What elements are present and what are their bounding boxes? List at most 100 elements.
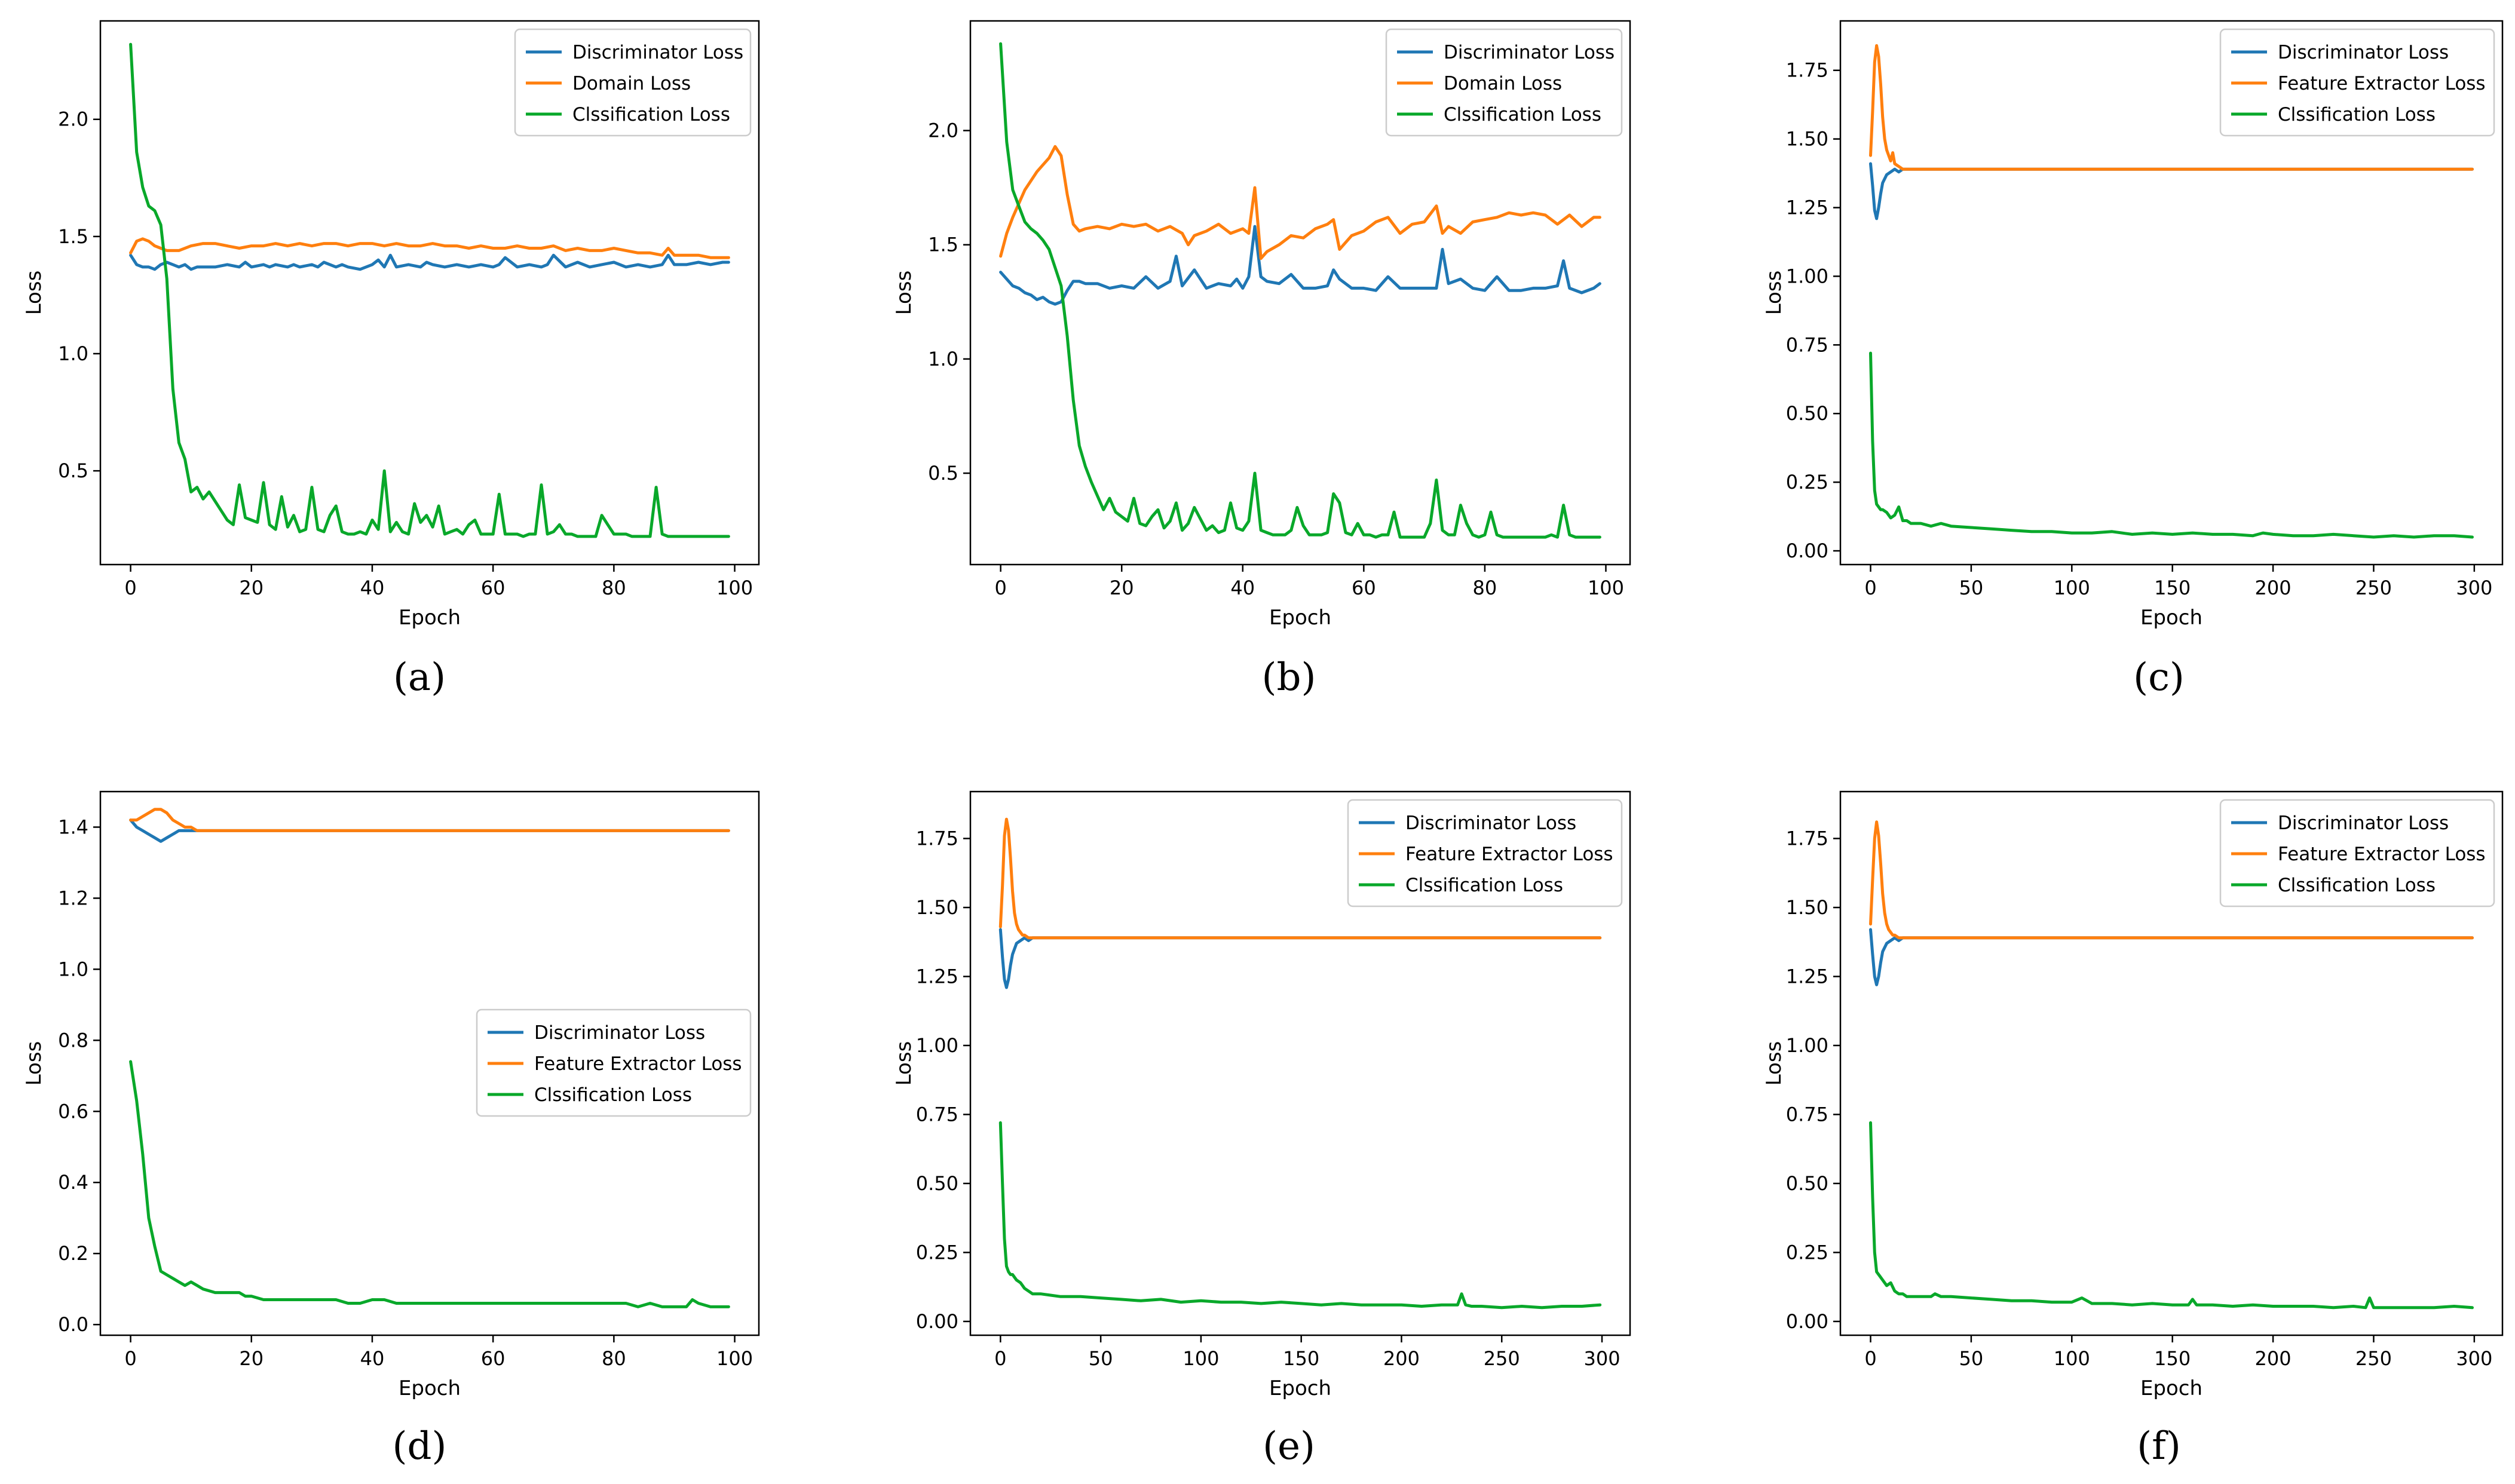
x-tick-label: 80 (602, 1347, 626, 1370)
legend: Discriminator Loss Domain Loss Clssificati… (514, 28, 752, 137)
y-tick-label: 1.50 (1786, 896, 1828, 919)
x-tick-label: 200 (2255, 1347, 2292, 1370)
y-tick-label: 1.75 (1786, 59, 1828, 82)
series-line-clssification-loss (1869, 1121, 2474, 1310)
panel-a: 0 20 40 60 80 100 0.5 1.0 1.5 2.0 Epoch Loss Discrim… (22, 20, 760, 630)
y-tick-label: 0.75 (916, 1103, 958, 1126)
legend-label-feature-extractor-loss: Feature Extractor Loss (2278, 844, 2486, 865)
series-line-clssification-loss (998, 1121, 1602, 1310)
x-tick-label: 100 (716, 577, 753, 599)
x-tick-label: 300 (2456, 577, 2492, 599)
y-tick-label: 1.5 (58, 225, 88, 248)
series-line-feature-extractor-loss (1869, 44, 2474, 171)
x-tick-label: 0 (124, 1347, 136, 1370)
x-tick-label: 0 (994, 1347, 1006, 1370)
y-tick-label: 0.25 (916, 1241, 958, 1264)
x-axis-label: Epoch (1269, 606, 1331, 630)
x-axis-label: Epoch (2140, 606, 2202, 630)
caption-c: (c) (2133, 655, 2185, 700)
x-tick-label: 250 (2355, 577, 2392, 599)
x-axis-label: Epoch (2140, 1376, 2202, 1400)
x-tick-label: 100 (2054, 577, 2090, 599)
x-axis-label: Epoch (399, 1376, 461, 1400)
caption-e: (e) (1263, 1424, 1315, 1468)
x-tick-label: 100 (716, 1347, 753, 1370)
y-tick-label: 1.0 (58, 958, 88, 980)
legend-label-clssification-loss: Clssification Loss (534, 1084, 692, 1106)
y-tick-label: 1.0 (58, 342, 88, 365)
x-tick-label: 40 (360, 577, 385, 599)
series-line-feature-extractor-loss (998, 817, 1602, 940)
plot-frame (1839, 20, 2504, 566)
plot-frame (969, 20, 1631, 566)
x-tick-label: 0 (1864, 1347, 1876, 1370)
x-tick-label: 100 (1588, 577, 1624, 599)
series-line-feature-extractor-loss (1869, 820, 2474, 940)
x-tick-label: 50 (1959, 1347, 1984, 1370)
x-tick-label: 300 (2456, 1347, 2492, 1370)
y-tick-label: 1.25 (916, 965, 958, 988)
legend-label-discriminator-loss: Discriminator Loss (1405, 812, 1576, 834)
y-tick-label: 1.00 (916, 1034, 958, 1057)
x-tick-label: 40 (1230, 577, 1255, 599)
x-tick-label: 60 (481, 1347, 506, 1370)
legend-box (2219, 28, 2495, 137)
y-tick-label: 0.50 (1786, 1172, 1828, 1195)
y-tick-label: 0.2 (58, 1242, 88, 1265)
y-tick-label: 0.5 (58, 459, 88, 482)
x-tick-label: 80 (602, 577, 626, 599)
x-tick-label: 250 (2355, 1347, 2392, 1370)
panel-b: 0 20 40 60 80 100 0.5 1.0 1.5 2.0 Epoch Loss Discrim… (892, 20, 1631, 630)
y-axis-label: Loss (1762, 1041, 1786, 1086)
legend-label-discriminator-loss: Discriminator Loss (2278, 812, 2449, 834)
legend-box (1347, 799, 1623, 907)
legend-box (514, 28, 752, 137)
legend-label-domain-loss: Domain Loss (1444, 73, 1562, 94)
y-axis-label: Loss (22, 1041, 46, 1086)
legend-label-domain-loss: Domain Loss (572, 73, 691, 94)
caption-a: (a) (393, 655, 446, 700)
y-tick-label: 1.5 (928, 234, 958, 256)
series-line-domain-loss (999, 145, 1601, 260)
legend-box (1385, 28, 1623, 137)
y-tick-label: 1.2 (58, 887, 88, 909)
y-tick-label: 1.75 (916, 827, 958, 850)
x-tick-label: 20 (239, 1347, 264, 1370)
panel-f: 0 50 100 150 200 250 300 0.00 0.25 0.50 0.75 1.00 1.… (1762, 790, 2504, 1400)
x-tick-label: 150 (2154, 1347, 2191, 1370)
legend-label-clssification-loss: Clssification Loss (1444, 104, 1601, 125)
y-tick-label: 1.25 (1786, 965, 1828, 988)
y-tick-label: 1.25 (1786, 197, 1828, 219)
y-tick-label: 0.6 (58, 1100, 88, 1123)
x-tick-label: 100 (1183, 1347, 1219, 1370)
x-tick-label: 150 (2154, 577, 2191, 599)
y-tick-label: 0.50 (916, 1172, 958, 1195)
plot-frame (969, 790, 1631, 1336)
series-line-discriminator-loss (129, 253, 730, 271)
y-tick-label: 1.00 (1786, 1034, 1828, 1057)
y-tick-label: 0.4 (58, 1171, 88, 1194)
series-line-discriminator-loss (999, 225, 1601, 306)
series-line-clssification-loss (999, 42, 1601, 539)
caption-d: (d) (393, 1424, 447, 1468)
y-tick-label: 1.4 (58, 815, 88, 838)
legend: Discriminator Loss Feature Extractor Loss… (2219, 799, 2495, 907)
y-axis-label: Loss (892, 271, 916, 315)
y-tick-label: 0.5 (928, 462, 958, 485)
y-tick-label: 0.75 (1786, 333, 1828, 356)
x-tick-label: 80 (1473, 577, 1497, 599)
panel-c: 0 50 100 150 200 250 300 0.00 0.25 0.50 0.75 1.00 1.… (1762, 20, 2504, 630)
series-line-clssification-loss (1869, 351, 2474, 539)
plot-frame (99, 20, 760, 566)
x-axis-label: Epoch (1269, 1376, 1331, 1400)
y-tick-label: 0.0 (58, 1313, 88, 1336)
y-tick-label: 1.50 (1786, 128, 1828, 151)
y-tick-label: 0.00 (1786, 539, 1828, 562)
y-tick-label: 1.00 (1786, 265, 1828, 287)
x-tick-label: 60 (1352, 577, 1376, 599)
legend-label-discriminator-loss: Discriminator Loss (2278, 42, 2449, 63)
x-tick-label: 20 (1110, 577, 1134, 599)
legend-box (476, 1008, 752, 1117)
x-tick-label: 20 (239, 577, 264, 599)
